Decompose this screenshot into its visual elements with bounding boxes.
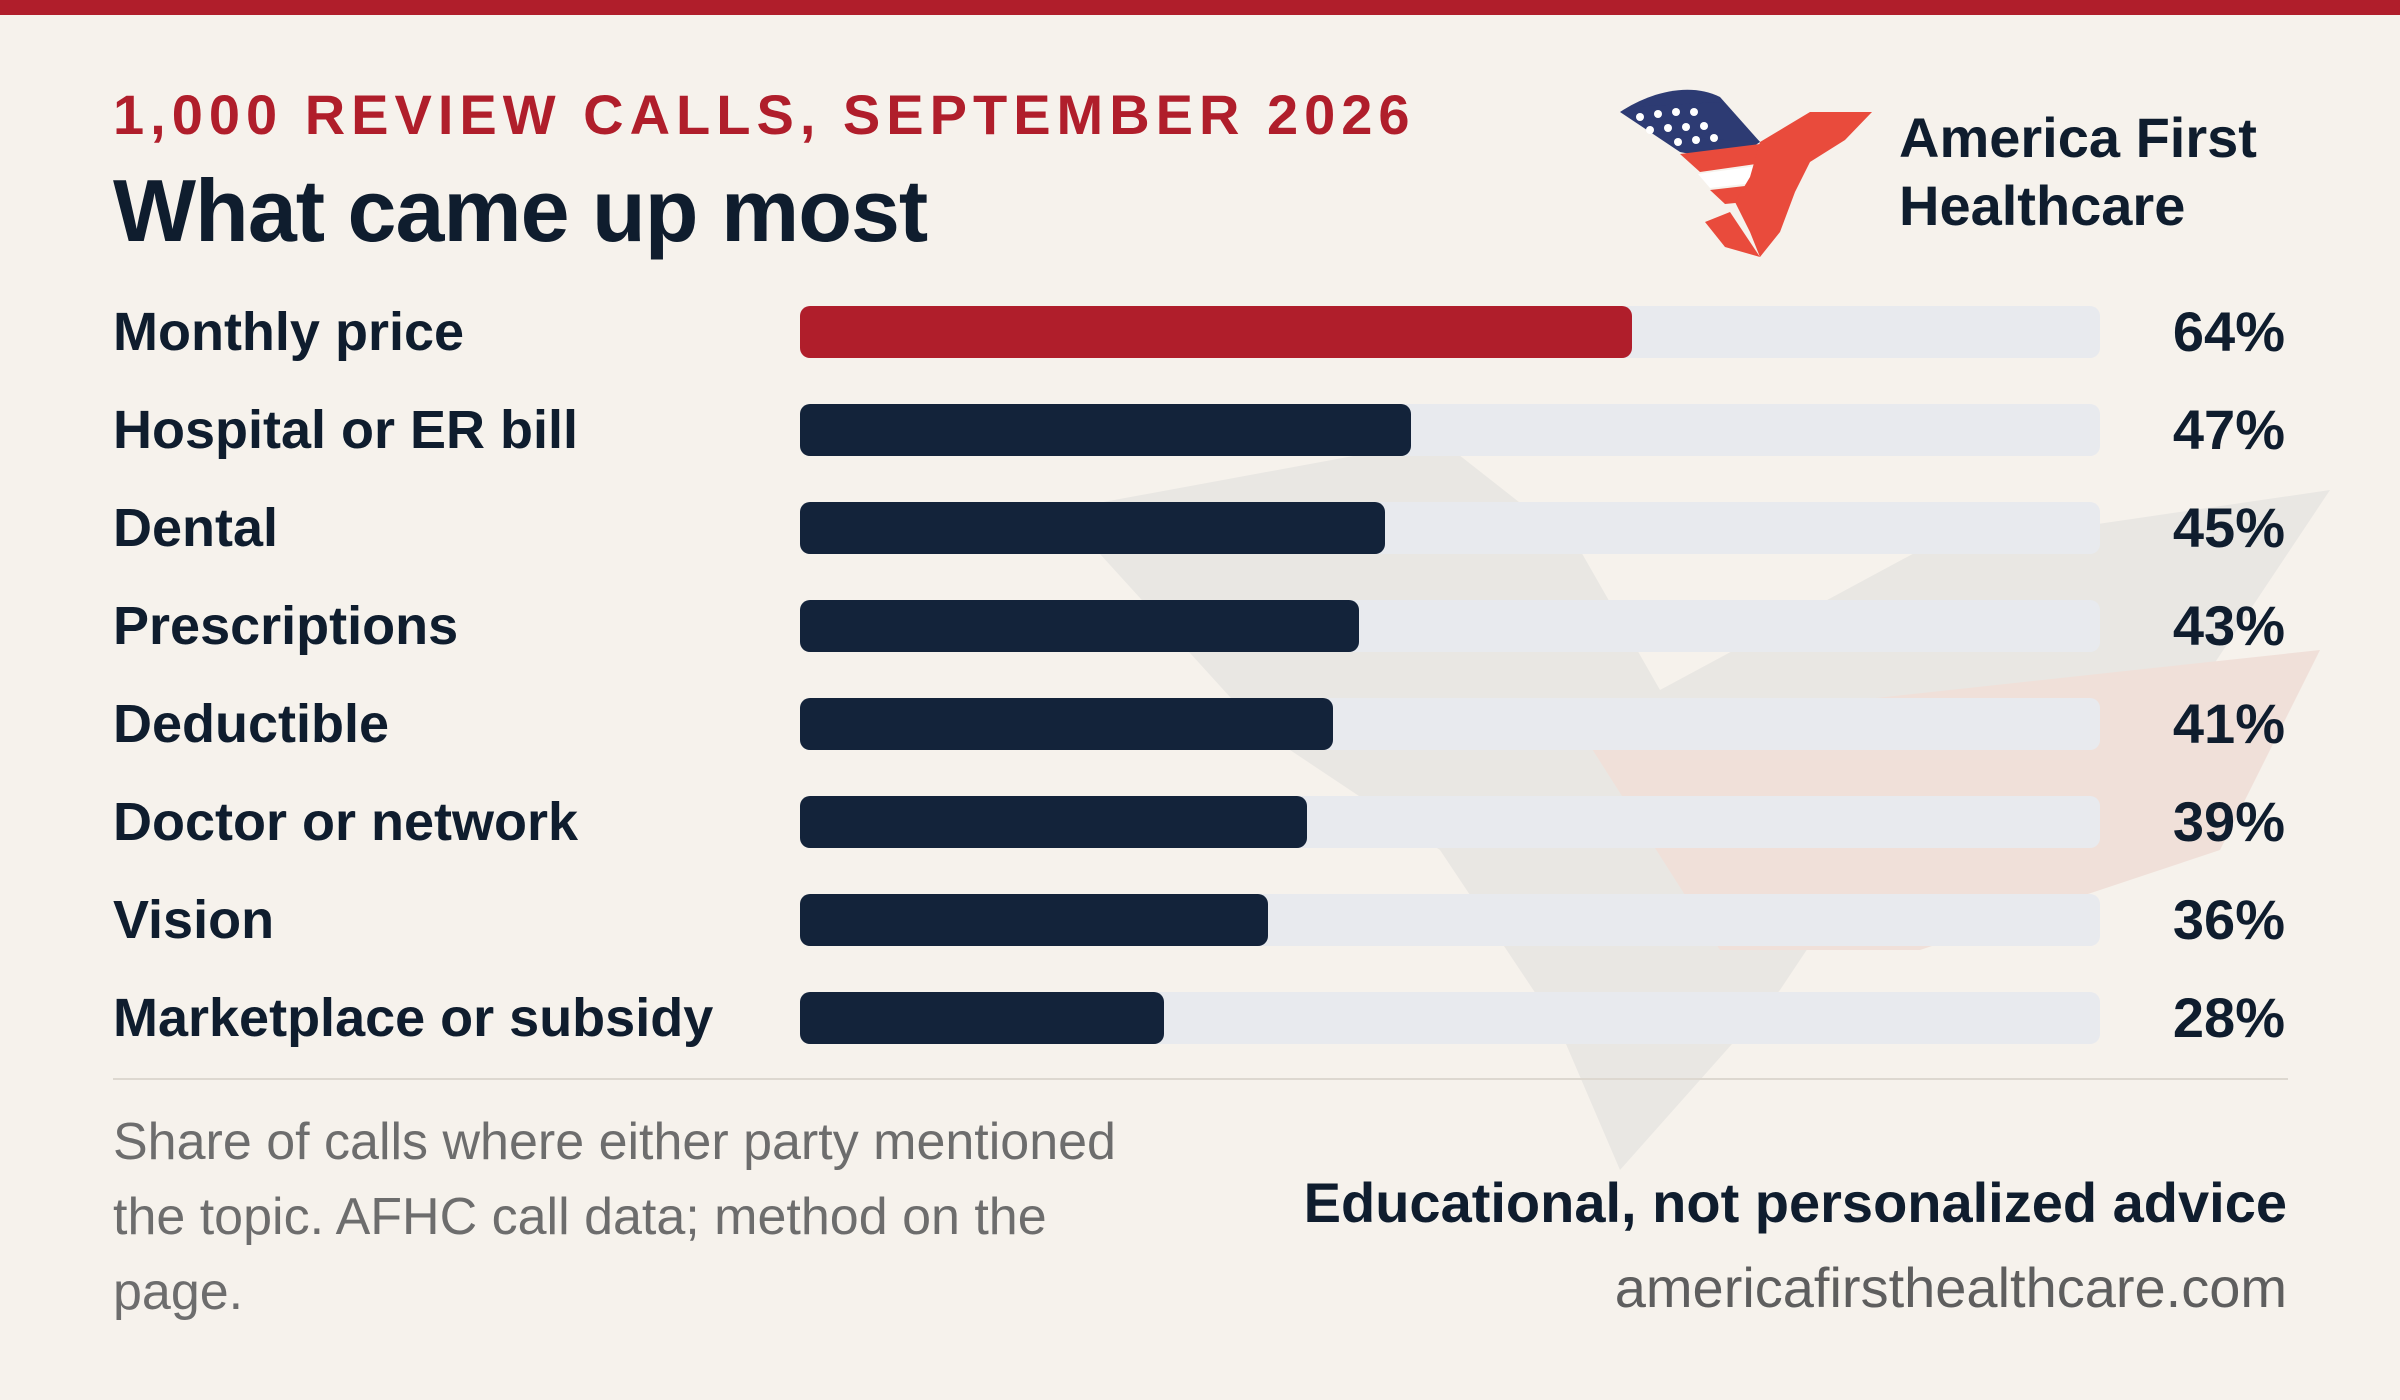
category-label-vision: Vision [113, 890, 274, 950]
category-label-deductible: Deductible [113, 694, 389, 754]
value-label-hospital-or-er-bill: 47% [2173, 398, 2285, 461]
value-label-monthly-price: 64% [2173, 300, 2285, 363]
bar-vision [800, 894, 1268, 946]
website-link[interactable]: americafirsthealthcare.com [1614, 1256, 2287, 1319]
value-label-dental: 45% [2173, 496, 2285, 559]
category-label-marketplace-or-subsidy: Marketplace or subsidy [113, 988, 713, 1048]
value-label-marketplace-or-subsidy: 28% [2173, 986, 2285, 1049]
category-label-monthly-price: Monthly price [113, 302, 464, 362]
category-label-doctor-or-network: Doctor or network [113, 792, 579, 852]
bar-doctor-or-network [800, 796, 1307, 848]
value-label-deductible: 41% [2173, 692, 2285, 755]
value-label-prescriptions: 43% [2173, 594, 2285, 657]
category-label-prescriptions: Prescriptions [113, 596, 458, 656]
bar-deductible [800, 698, 1333, 750]
brand-line-1: America First [1899, 106, 2257, 169]
chart-kicker: 1,000 REVIEW CALLS, SEPTEMBER 2026 [113, 83, 1416, 146]
chart-title: What came up most [113, 161, 928, 260]
bar-monthly-price [800, 306, 1632, 358]
footer-divider [113, 1078, 2288, 1080]
bar-prescriptions [800, 600, 1359, 652]
bar-dental [800, 502, 1385, 554]
bar-hospital-or-er-bill [800, 404, 1411, 456]
disclaimer-text: Educational, not personalized advice [1303, 1171, 2287, 1234]
footer-note: Share of calls where either party mentio… [113, 1113, 1116, 1321]
brand-name: America First Healthcare [1899, 104, 2257, 240]
brand-line-2: Healthcare [1899, 174, 2186, 237]
eagle-flag-icon [1620, 89, 1872, 257]
top-accent-bar [0, 0, 2400, 15]
bar-marketplace-or-subsidy [800, 992, 1164, 1044]
bar-chart: Monthly price 64% Hospital or ER bill 47% De… [113, 300, 2285, 1049]
category-label-dental: Dental [113, 498, 278, 558]
value-label-doctor-or-network: 39% [2173, 790, 2285, 853]
category-label-hospital-or-er-bill: Hospital or ER bill [113, 400, 578, 460]
value-label-vision: 36% [2173, 888, 2285, 951]
